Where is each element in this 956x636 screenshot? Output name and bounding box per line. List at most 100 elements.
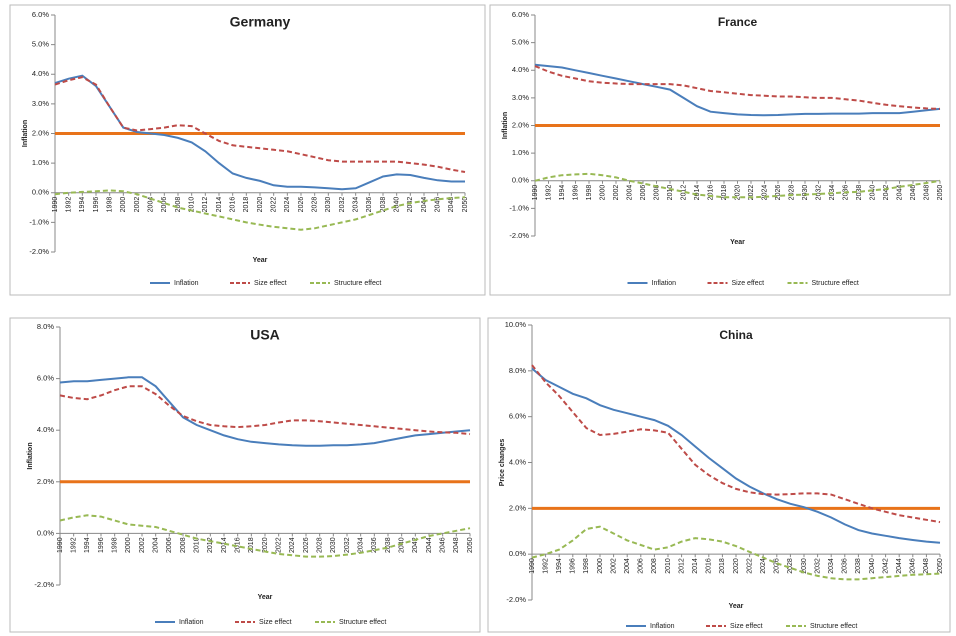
x-tick-label: 2000 <box>597 558 604 574</box>
y-axis-label: Inflation <box>27 442 34 469</box>
x-tick-label: 2004 <box>626 185 633 201</box>
y-tick-label: 3.0% <box>512 93 529 102</box>
legend-label: Size effect <box>730 623 763 630</box>
x-tick-label: 2010 <box>665 558 672 574</box>
x-tick-label: 2046 <box>910 558 917 574</box>
x-tick-label: 1990 <box>52 197 59 213</box>
x-tick-label: 2010 <box>194 537 201 553</box>
x-tick-label: 2044 <box>896 185 903 201</box>
x-tick-label: 2032 <box>339 197 346 213</box>
series-line <box>59 385 471 436</box>
x-tick-label: 2036 <box>371 537 378 553</box>
x-tick-label: 2008 <box>653 185 660 201</box>
x-tick-label: 2026 <box>774 558 781 574</box>
x-tick-label: 2014 <box>221 537 228 553</box>
legend-label: Size effect <box>254 280 287 287</box>
y-tick-label: 6.0% <box>512 10 529 19</box>
x-tick-label: 2008 <box>651 558 658 574</box>
series-line <box>531 364 941 524</box>
series-line <box>534 172 941 199</box>
x-tick-label: 2028 <box>312 197 319 213</box>
x-tick-label: 1990 <box>532 185 539 201</box>
x-tick-label: 2022 <box>276 537 283 553</box>
x-tick-label: 1996 <box>93 197 100 213</box>
y-tick-label: 5.0% <box>32 40 49 49</box>
legend-label: Structure effect <box>810 623 857 630</box>
x-tick-label: 2012 <box>202 197 209 213</box>
y-tick-label: -1.0% <box>29 217 49 226</box>
legend-label: Structure effect <box>812 280 859 287</box>
x-tick-label: 2010 <box>667 185 674 201</box>
x-tick-label: 1996 <box>570 558 577 574</box>
series-line <box>59 376 471 447</box>
y-tick-label: 2.0% <box>509 503 526 512</box>
series-line <box>54 74 465 191</box>
x-tick-label: 2018 <box>243 197 250 213</box>
panel <box>489 4 951 296</box>
x-tick-label: 2040 <box>869 185 876 201</box>
x-tick-label: 2022 <box>748 185 755 201</box>
y-tick-label: 3.0% <box>32 99 49 108</box>
x-axis-label: Year <box>258 594 273 601</box>
x-tick-label: 2048 <box>923 185 930 201</box>
x-tick-label: 2018 <box>719 558 726 574</box>
legend-label: Size effect <box>732 280 765 287</box>
x-tick-label: 1998 <box>586 185 593 201</box>
x-tick-label: 1996 <box>98 537 105 553</box>
series-line <box>531 525 941 581</box>
x-tick-label: 2006 <box>166 537 173 553</box>
x-tick-label: 2020 <box>257 197 264 213</box>
x-tick-label: 2006 <box>640 185 647 201</box>
x-tick-label: 2006 <box>638 558 645 574</box>
series-line <box>59 514 471 558</box>
y-axis-label: Price changes <box>499 439 506 487</box>
x-tick-label: 2000 <box>599 185 606 201</box>
y-tick-label: 1.0% <box>512 148 529 157</box>
x-tick-label: 2002 <box>139 537 146 553</box>
x-tick-label: 1996 <box>572 185 579 201</box>
legend-label: Structure effect <box>334 280 381 287</box>
x-tick-label: 2034 <box>828 558 835 574</box>
x-tick-label: 2000 <box>120 197 127 213</box>
x-tick-label: 2002 <box>134 197 141 213</box>
x-tick-label: 2042 <box>882 558 889 574</box>
series-line <box>531 367 941 544</box>
x-tick-label: 2036 <box>366 197 373 213</box>
x-tick-label: 2018 <box>248 537 255 553</box>
x-tick-label: 2040 <box>399 537 406 553</box>
x-tick-label: 2012 <box>678 558 685 574</box>
panel <box>9 317 481 633</box>
y-tick-label: 4.0% <box>509 457 526 466</box>
y-tick-label: 2.0% <box>512 120 529 129</box>
x-tick-label: 2014 <box>216 197 223 213</box>
x-tick-label: 1998 <box>583 558 590 574</box>
y-tick-label: 10.0% <box>505 320 527 329</box>
x-tick-label: 2046 <box>910 185 917 201</box>
x-tick-label: 1994 <box>79 197 86 213</box>
y-tick-label: 8.0% <box>509 366 526 375</box>
x-tick-label: 2004 <box>153 537 160 553</box>
y-tick-label: 5.0% <box>512 38 529 47</box>
legend-label: Inflation <box>650 623 675 630</box>
x-tick-label: 2022 <box>271 197 278 213</box>
x-tick-label: 2012 <box>207 537 214 553</box>
x-tick-label: 2024 <box>289 537 296 553</box>
y-tick-label: 0.0% <box>512 176 529 185</box>
y-tick-label: 4.0% <box>32 69 49 78</box>
y-tick-label: -2.0% <box>506 595 526 604</box>
x-tick-label: 2030 <box>802 185 809 201</box>
x-tick-label: 2034 <box>353 197 360 213</box>
x-tick-label: 1990 <box>529 558 536 574</box>
x-tick-label: 2050 <box>937 185 944 201</box>
x-tick-label: 1994 <box>559 185 566 201</box>
x-tick-label: 2048 <box>448 197 455 213</box>
y-tick-label: 6.0% <box>509 412 526 421</box>
x-tick-label: 2008 <box>180 537 187 553</box>
x-tick-label: 1992 <box>545 185 552 201</box>
y-axis-label: Inflation <box>22 120 29 147</box>
y-axis-label: Inflation <box>502 112 509 139</box>
x-tick-label: 2048 <box>923 558 930 574</box>
x-axis-label: Year <box>730 239 745 246</box>
x-tick-label: 2018 <box>721 185 728 201</box>
